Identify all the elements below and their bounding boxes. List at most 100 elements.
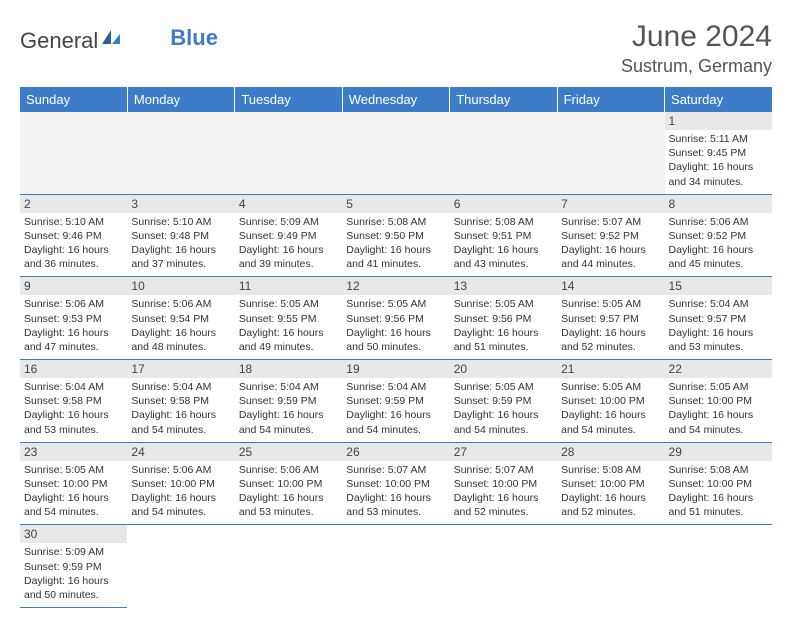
sunrise-text: Sunrise: 5:04 AM xyxy=(239,380,338,394)
daylight-text: Daylight: 16 hours xyxy=(669,243,768,257)
day-number: 13 xyxy=(450,277,557,295)
sunrise-text: Sunrise: 5:08 AM xyxy=(561,463,660,477)
daylight-text: and 54 minutes. xyxy=(669,423,768,437)
daylight-text: Daylight: 16 hours xyxy=(131,326,230,340)
calendar-cell: 5Sunrise: 5:08 AMSunset: 9:50 PMDaylight… xyxy=(342,194,449,277)
day-number: 9 xyxy=(20,277,127,295)
daylight-text: Daylight: 16 hours xyxy=(24,491,123,505)
calendar-cell: 18Sunrise: 5:04 AMSunset: 9:59 PMDayligh… xyxy=(235,360,342,443)
title-block: June 2024 Sustrum, Germany xyxy=(621,20,772,77)
calendar-cell: 13Sunrise: 5:05 AMSunset: 9:56 PMDayligh… xyxy=(450,277,557,360)
daylight-text: and 49 minutes. xyxy=(239,340,338,354)
daylight-text: and 41 minutes. xyxy=(346,257,445,271)
daylight-text: and 52 minutes. xyxy=(561,340,660,354)
day-number: 8 xyxy=(665,195,772,213)
daylight-text: and 54 minutes. xyxy=(346,423,445,437)
daylight-text: and 50 minutes. xyxy=(346,340,445,354)
daylight-text: Daylight: 16 hours xyxy=(346,243,445,257)
calendar-row: 9Sunrise: 5:06 AMSunset: 9:53 PMDaylight… xyxy=(20,277,772,360)
col-wednesday: Wednesday xyxy=(342,87,449,112)
sunrise-text: Sunrise: 5:08 AM xyxy=(346,215,445,229)
day-number: 29 xyxy=(665,443,772,461)
daylight-text: and 53 minutes. xyxy=(24,423,123,437)
day-number: 7 xyxy=(557,195,664,213)
daylight-text: and 48 minutes. xyxy=(131,340,230,354)
day-number: 12 xyxy=(342,277,449,295)
sunset-text: Sunset: 9:57 PM xyxy=(561,312,660,326)
sunrise-text: Sunrise: 5:06 AM xyxy=(669,215,768,229)
daylight-text: Daylight: 16 hours xyxy=(454,243,553,257)
day-number: 26 xyxy=(342,443,449,461)
calendar-cell: 26Sunrise: 5:07 AMSunset: 10:00 PMDaylig… xyxy=(342,442,449,525)
calendar-cell: 29Sunrise: 5:08 AMSunset: 10:00 PMDaylig… xyxy=(665,442,772,525)
calendar-cell xyxy=(450,525,557,608)
daylight-text: and 47 minutes. xyxy=(24,340,123,354)
calendar-cell: 14Sunrise: 5:05 AMSunset: 9:57 PMDayligh… xyxy=(557,277,664,360)
sunset-text: Sunset: 10:00 PM xyxy=(24,477,123,491)
daylight-text: and 50 minutes. xyxy=(24,588,123,602)
sunset-text: Sunset: 9:53 PM xyxy=(24,312,123,326)
calendar-body: 1Sunrise: 5:11 AMSunset: 9:45 PMDaylight… xyxy=(20,112,772,608)
day-number: 27 xyxy=(450,443,557,461)
sunset-text: Sunset: 10:00 PM xyxy=(561,394,660,408)
calendar-cell xyxy=(557,525,664,608)
sunrise-text: Sunrise: 5:05 AM xyxy=(669,380,768,394)
calendar-cell xyxy=(665,525,772,608)
daylight-text: and 54 minutes. xyxy=(239,423,338,437)
calendar-cell: 28Sunrise: 5:08 AMSunset: 10:00 PMDaylig… xyxy=(557,442,664,525)
col-friday: Friday xyxy=(557,87,664,112)
day-number: 17 xyxy=(127,360,234,378)
sunrise-text: Sunrise: 5:05 AM xyxy=(239,297,338,311)
sunrise-text: Sunrise: 5:04 AM xyxy=(669,297,768,311)
col-saturday: Saturday xyxy=(665,87,772,112)
daylight-text: and 53 minutes. xyxy=(346,505,445,519)
daylight-text: and 53 minutes. xyxy=(669,340,768,354)
daylight-text: and 36 minutes. xyxy=(24,257,123,271)
sunset-text: Sunset: 9:54 PM xyxy=(131,312,230,326)
day-number: 24 xyxy=(127,443,234,461)
daylight-text: Daylight: 16 hours xyxy=(346,326,445,340)
daylight-text: Daylight: 16 hours xyxy=(669,491,768,505)
sunset-text: Sunset: 9:46 PM xyxy=(24,229,123,243)
daylight-text: Daylight: 16 hours xyxy=(239,408,338,422)
day-number: 6 xyxy=(450,195,557,213)
daylight-text: Daylight: 16 hours xyxy=(239,491,338,505)
sunrise-text: Sunrise: 5:05 AM xyxy=(24,463,123,477)
sunrise-text: Sunrise: 5:07 AM xyxy=(454,463,553,477)
logo-word1: General xyxy=(20,28,98,54)
day-number: 16 xyxy=(20,360,127,378)
col-monday: Monday xyxy=(127,87,234,112)
calendar-cell: 11Sunrise: 5:05 AMSunset: 9:55 PMDayligh… xyxy=(235,277,342,360)
calendar-row: 1Sunrise: 5:11 AMSunset: 9:45 PMDaylight… xyxy=(20,112,772,194)
daylight-text: and 52 minutes. xyxy=(454,505,553,519)
sunset-text: Sunset: 9:45 PM xyxy=(669,146,768,160)
sunrise-text: Sunrise: 5:05 AM xyxy=(346,297,445,311)
logo: General Blue xyxy=(20,28,218,54)
day-number: 20 xyxy=(450,360,557,378)
sunrise-text: Sunrise: 5:05 AM xyxy=(561,380,660,394)
calendar-cell: 25Sunrise: 5:06 AMSunset: 10:00 PMDaylig… xyxy=(235,442,342,525)
sail-icon xyxy=(100,26,122,52)
sunrise-text: Sunrise: 5:07 AM xyxy=(346,463,445,477)
calendar-row: 30Sunrise: 5:09 AMSunset: 9:59 PMDayligh… xyxy=(20,525,772,608)
daylight-text: Daylight: 16 hours xyxy=(239,243,338,257)
calendar-cell: 4Sunrise: 5:09 AMSunset: 9:49 PMDaylight… xyxy=(235,194,342,277)
calendar-table: Sunday Monday Tuesday Wednesday Thursday… xyxy=(20,87,772,608)
calendar-row: 23Sunrise: 5:05 AMSunset: 10:00 PMDaylig… xyxy=(20,442,772,525)
calendar-cell xyxy=(127,525,234,608)
daylight-text: Daylight: 16 hours xyxy=(669,408,768,422)
calendar-cell xyxy=(342,525,449,608)
calendar-cell: 2Sunrise: 5:10 AMSunset: 9:46 PMDaylight… xyxy=(20,194,127,277)
daylight-text: and 51 minutes. xyxy=(454,340,553,354)
calendar-cell: 17Sunrise: 5:04 AMSunset: 9:58 PMDayligh… xyxy=(127,360,234,443)
sunrise-text: Sunrise: 5:10 AM xyxy=(24,215,123,229)
calendar-cell: 10Sunrise: 5:06 AMSunset: 9:54 PMDayligh… xyxy=(127,277,234,360)
daylight-text: and 44 minutes. xyxy=(561,257,660,271)
daylight-text: and 45 minutes. xyxy=(669,257,768,271)
sunset-text: Sunset: 9:48 PM xyxy=(131,229,230,243)
day-number: 18 xyxy=(235,360,342,378)
daylight-text: and 53 minutes. xyxy=(239,505,338,519)
daylight-text: Daylight: 16 hours xyxy=(24,326,123,340)
daylight-text: Daylight: 16 hours xyxy=(454,491,553,505)
calendar-cell xyxy=(342,112,449,194)
